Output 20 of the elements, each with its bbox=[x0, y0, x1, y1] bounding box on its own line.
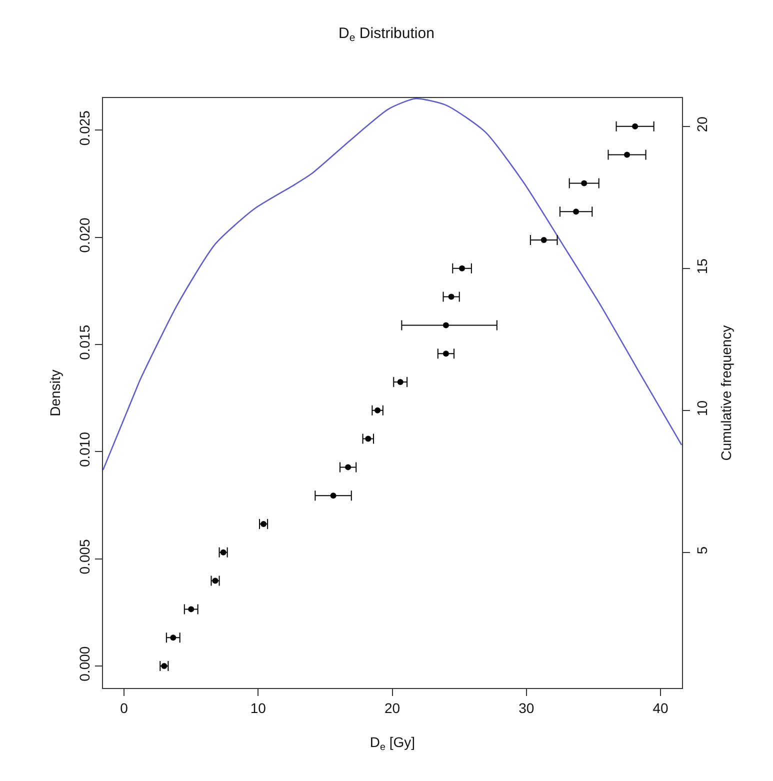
x-tick-label: 40 bbox=[652, 700, 669, 716]
x-tick-label: 10 bbox=[250, 700, 266, 716]
line-series bbox=[103, 98, 682, 471]
x-tick-label: 20 bbox=[384, 700, 400, 716]
y2-tick-label: 20 bbox=[694, 116, 710, 132]
x-tick-label: 0 bbox=[120, 700, 128, 716]
y-tick-label: 0.000 bbox=[76, 646, 92, 682]
chart-title: D$_{e}$ Distribution bbox=[338, 24, 434, 44]
y-tick-label: 0.015 bbox=[76, 324, 92, 360]
y2-tick-label: 5 bbox=[694, 546, 710, 554]
x-axis-title: D$_{e}$ [Gy] bbox=[370, 734, 416, 754]
y-tick-label: 0.010 bbox=[76, 432, 92, 468]
y2-axis-title: Cumulative frequency bbox=[718, 325, 734, 461]
y2-tick-label: 10 bbox=[694, 400, 710, 416]
x-tick-label: 30 bbox=[518, 700, 534, 716]
y-tick-label: 0.005 bbox=[76, 538, 92, 574]
y-tick-label: 0.025 bbox=[76, 110, 92, 146]
y2-tick-label: 15 bbox=[694, 258, 710, 274]
y-axis-title: Density bbox=[47, 370, 63, 416]
y-tick-label: 0.020 bbox=[76, 217, 92, 253]
